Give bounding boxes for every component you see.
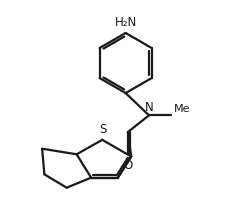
Text: O: O	[123, 159, 133, 172]
Text: N: N	[145, 101, 153, 114]
Text: H₂N: H₂N	[114, 16, 137, 29]
Text: Me: Me	[174, 104, 190, 114]
Text: S: S	[100, 123, 107, 136]
